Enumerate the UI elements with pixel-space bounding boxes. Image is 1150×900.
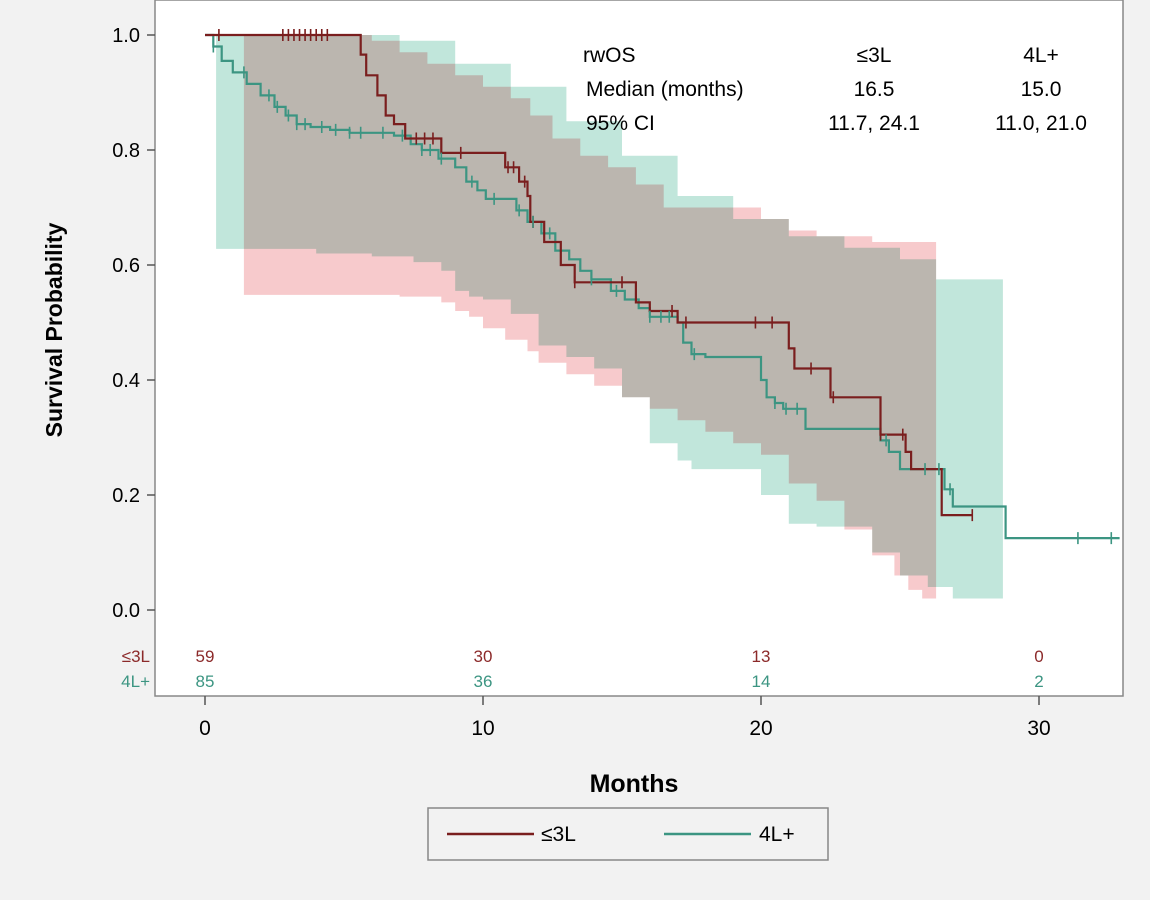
at-risk-value-low: 0 bbox=[1034, 647, 1043, 666]
at-risk-value-low: 30 bbox=[474, 647, 493, 666]
at-risk-label-low: ≤3L bbox=[122, 647, 150, 666]
summary-median-high: 15.0 bbox=[1021, 78, 1062, 101]
summary-header-high: 4L+ bbox=[1023, 44, 1059, 67]
at-risk-table: ≤3L 59 30 13 0 4L+ 85 36 14 2 bbox=[121, 647, 1044, 691]
y-tick-label: 1.0 bbox=[112, 25, 140, 47]
summary-ci-high: 11.0, 21.0 bbox=[995, 112, 1087, 135]
legend-label-high: 4L+ bbox=[759, 823, 795, 846]
x-tick-label: 20 bbox=[749, 717, 772, 740]
summary-header-label: rwOS bbox=[583, 44, 636, 67]
y-tick-label: 0.4 bbox=[112, 370, 140, 392]
y-tick-label: 0.8 bbox=[112, 140, 140, 162]
summary-header-low: ≤3L bbox=[857, 44, 892, 67]
legend-label-low: ≤3L bbox=[541, 823, 576, 846]
x-tick-label: 10 bbox=[471, 717, 494, 740]
at-risk-value-low: 13 bbox=[752, 647, 771, 666]
ci-band-low bbox=[205, 35, 937, 599]
at-risk-value-high: 14 bbox=[752, 672, 771, 691]
at-risk-value-high: 85 bbox=[196, 672, 215, 691]
x-tick-label: 0 bbox=[199, 717, 211, 740]
summary-median-label: Median (months) bbox=[586, 78, 744, 101]
y-tick-label: 0.0 bbox=[112, 600, 140, 622]
summary-median-low: 16.5 bbox=[854, 78, 895, 101]
confidence-bands bbox=[205, 35, 1003, 606]
survival-line-low bbox=[205, 33, 973, 517]
summary-ci-label: 95% CI bbox=[586, 112, 655, 135]
y-axis-title: Survival Probability bbox=[41, 222, 67, 437]
axes: 0.00.20.40.60.81.00 10 20 30 bbox=[112, 25, 1050, 740]
at-risk-value-high: 2 bbox=[1034, 672, 1043, 691]
survival-curves bbox=[205, 33, 1120, 540]
summary-table: rwOS ≤3L 4L+ Median (months) 16.5 15.0 9… bbox=[583, 44, 1087, 135]
x-axis-title: Months bbox=[590, 770, 679, 798]
at-risk-value-low: 59 bbox=[196, 647, 215, 666]
survival-line-high bbox=[205, 33, 1120, 540]
censor-marks bbox=[212, 29, 1113, 545]
x-tick-label: 30 bbox=[1027, 717, 1050, 740]
legend: ≤3L 4L+ bbox=[427, 807, 829, 861]
at-risk-label-high: 4L+ bbox=[121, 672, 150, 691]
y-tick-label: 0.6 bbox=[112, 255, 140, 277]
at-risk-value-high: 36 bbox=[474, 672, 493, 691]
y-tick-label: 0.2 bbox=[112, 485, 140, 507]
summary-ci-low: 11.7, 24.1 bbox=[828, 112, 920, 135]
